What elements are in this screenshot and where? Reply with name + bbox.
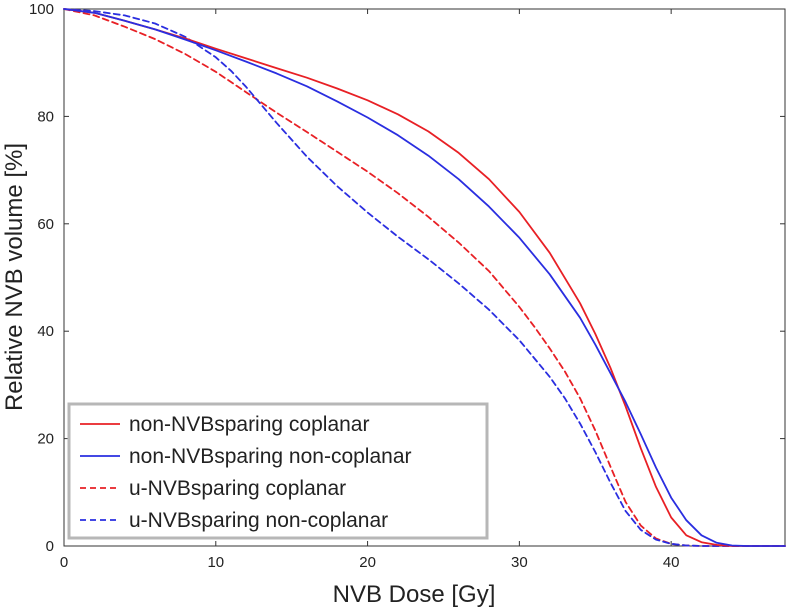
x-axis-ticks: 0 10 20 30 40 [60, 9, 680, 571]
legend-label-non-nvbsparing-non-coplanar: non-NVBsparing non-coplanar [129, 445, 412, 468]
y-axis-label: Relative NVB volume [%] [1, 143, 28, 411]
legend-label-u-nvbsparing-coplanar: u-NVBsparing coplanar [129, 477, 346, 500]
legend-label-non-nvbsparing-coplanar: non-NVBsparing coplanar [129, 413, 369, 436]
x-tick-label: 40 [663, 554, 680, 571]
x-axis-label: NVB Dose [Gy] [333, 581, 496, 608]
x-tick-label: 30 [511, 554, 528, 571]
y-tick-label: 20 [37, 431, 54, 448]
y-tick-label: 100 [29, 1, 54, 18]
series-line-non-nvbsparing-non-coplanar [63, 8, 786, 547]
x-tick-label: 0 [60, 554, 68, 571]
series-line-non-nvbsparing-coplanar [63, 8, 786, 547]
series-layer [63, 8, 786, 547]
y-axis-ticks: 0 20 40 60 80 100 [29, 1, 785, 555]
y-tick-label: 80 [37, 108, 54, 125]
series-line-u-nvbsparing-non-coplanar [63, 8, 786, 547]
plot-area-frame [63, 8, 786, 547]
legend-box [67, 402, 489, 540]
y-tick-label: 40 [37, 323, 54, 340]
x-tick-label: 20 [359, 554, 376, 571]
legend-label-u-nvbsparing-non-coplanar: u-NVBsparing non-coplanar [129, 509, 388, 532]
y-tick-label: 0 [46, 538, 54, 555]
series-line-u-nvbsparing-coplanar [63, 8, 786, 547]
x-tick-label: 10 [207, 554, 224, 571]
y-tick-label: 60 [37, 216, 54, 233]
legend: non-NVBsparing coplanar non-NVBsparing no… [67, 402, 489, 540]
